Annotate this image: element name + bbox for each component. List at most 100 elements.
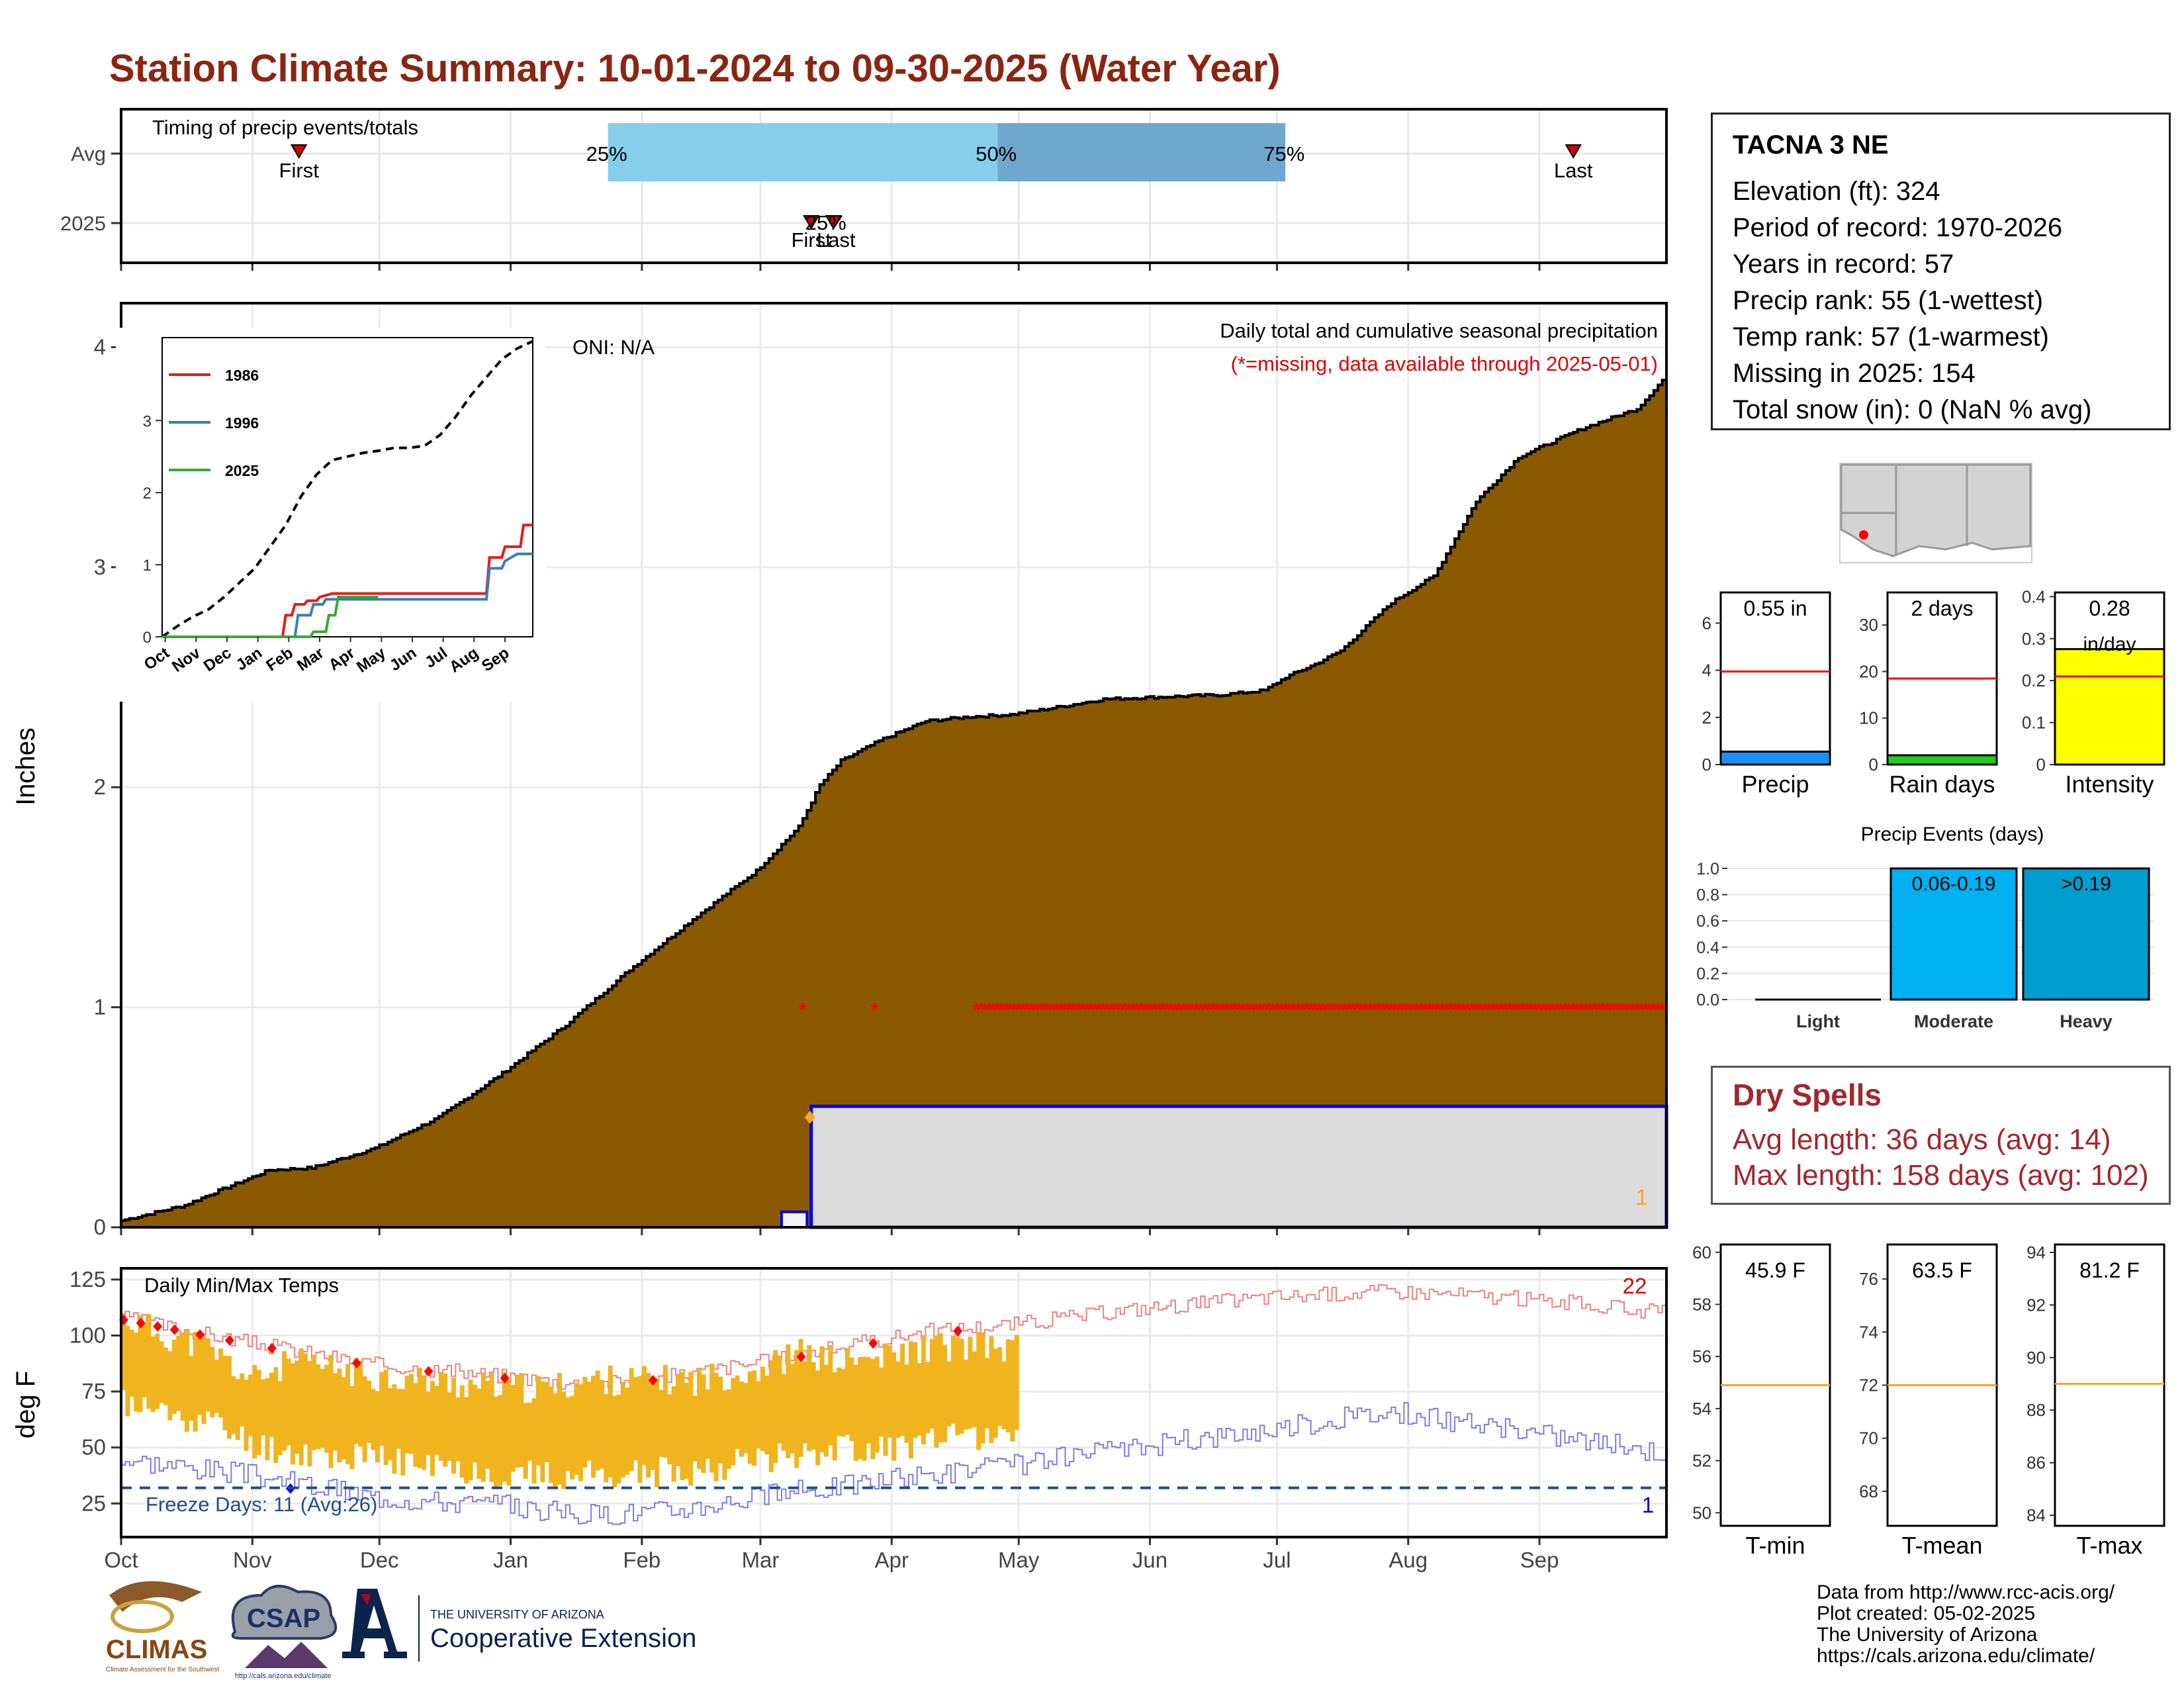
oni-label: ONI: N/A [572,336,655,359]
ua-logo[interactable]: THE UNIVERSITY OF ARIZONA Cooperative Ex… [342,1589,696,1662]
climas-logo[interactable]: CLIMAS Climate Assessment for the Southw… [106,1581,219,1673]
daily-temp-bar [502,1372,507,1482]
precip-desc-line1: Daily total and cumulative seasonal prec… [1220,319,1658,342]
daily-temp-bar [844,1348,850,1435]
dry-spells-box: Dry Spells Avg length: 36 days (avg: 14)… [1711,1066,2171,1205]
temp-mini-frame [2054,1243,2165,1527]
missing-marker: * [1422,1000,1430,1021]
missing-marker: * [1057,1000,1065,1021]
daily-temp-bar [913,1342,918,1438]
climas-sub: Climate Assessment for the Southwest [106,1666,219,1673]
temp-mini-ytick-label: 54 [1692,1399,1711,1419]
daily-temp-bar [388,1388,393,1460]
daily-temp-bar [252,1365,257,1459]
missing-marker: * [1535,1000,1543,1021]
daily-temp-bar [591,1376,596,1478]
events-ytick-label: 0.2 [1696,964,1719,983]
temp-panel: Freeze Days: 11 (Avg:26) Daily Min/Max Te… [11,1267,1668,1572]
missing-marker: * [1074,1000,1082,1021]
daily-temp-bar [180,1333,185,1421]
missing-marker: * [1612,1000,1619,1021]
daily-temp-bar [625,1387,630,1475]
daily-temp-bar [205,1338,210,1412]
daily-temp-bar [150,1336,156,1413]
missing-marker: * [1650,1000,1658,1021]
daily-temp-bar [616,1394,621,1484]
daily-temp-bar [777,1356,782,1444]
daily-temp-bar [870,1358,876,1460]
missing-marker: * [1345,1000,1353,1021]
missing-marker: * [1167,1000,1175,1021]
month-xtick-label: Feb [623,1548,660,1572]
missing-marker: * [1413,1000,1421,1021]
csap-logo[interactable]: CSAP http://cals.arizona.edu/climate [231,1585,338,1680]
missing-marker: * [1557,1000,1565,1021]
missing-marker: * [1358,1000,1366,1021]
daily-temp-bar [934,1335,939,1448]
daily-temp-bar [371,1388,376,1450]
daily-temp-bar [1006,1339,1011,1432]
missing-marker: * [1586,1000,1594,1021]
daily-temp-bar [400,1389,406,1476]
daily-temp-bar [142,1323,147,1398]
missing-marker: * [1620,1000,1628,1021]
mini-bar-frame [1719,591,1831,766]
temp-mini-t-mean: 63.5 F 68 70 72 74 76 T-mean [1859,1243,1998,1559]
footer-line-1: Data from http://www.rcc-acis.org/ [1817,1581,2115,1603]
events-ytick-label: 0.0 [1696,991,1719,1009]
daily-temp-bar [726,1389,731,1469]
daily-temp-bar [697,1368,702,1470]
daily-temp-bar [993,1348,998,1438]
missing-marker: * [1032,1000,1040,1021]
missing-marker: * [1480,1000,1488,1021]
mini-bar-label: Precip [1741,771,1809,798]
daily-temp-bar [980,1334,985,1444]
daily-temp-bar [735,1375,740,1449]
missing-marker: * [1510,1000,1518,1021]
temp-count-bottom: 1 [1642,1493,1654,1517]
record-high-marker [136,1317,146,1329]
daily-temp-bar [1010,1340,1015,1442]
missing-marker: * [1269,1000,1277,1021]
missing-marker: * [1341,1000,1349,1021]
missing-marker: * [1493,1000,1501,1021]
daily-temp-bar [997,1347,1003,1427]
missing-marker: * [972,1000,980,1021]
mini-bar-intensity: 0.28 in/day 0 0.1 0.2 0.3 0.4 Intensity [2022,586,2165,798]
daily-temp-bar [353,1358,359,1444]
missing-marker: * [1553,1000,1561,1021]
inset-chart: 1986199620250123OctNovDecJanFebMarAprMay… [116,328,546,702]
temp-mini-ytick-label: 76 [1859,1269,1878,1289]
daily-temp-bar [985,1358,990,1429]
daily-temp-bar [295,1360,300,1454]
mini-bar-ytick-label: 30 [1859,615,1878,635]
daily-temp-bar [464,1397,469,1484]
daily-temp-bar [595,1370,600,1471]
daily-temp-bar [786,1344,791,1458]
missing-marker: * [1015,1000,1023,1021]
station-period: Period of record: 1970-2026 [1733,213,2063,242]
daily-temp-bar [709,1364,715,1473]
daily-temp-bar [895,1361,901,1438]
daily-temp-bar [832,1372,837,1461]
missing-marker: * [1023,1000,1031,1021]
missing-marker: * [1434,1000,1442,1021]
missing-marker: * [1066,1000,1073,1021]
inset-line-1986 [162,524,533,638]
missing-marker: * [1286,1000,1294,1021]
inset-legend-label: 1986 [225,367,259,384]
daily-temp-bar [303,1353,308,1445]
daily-temp-bar [273,1367,279,1463]
daily-temp-bar [662,1364,668,1458]
daily-temp-bar [316,1364,321,1450]
missing-marker: * [1502,1000,1510,1021]
daily-temp-bar [417,1368,422,1468]
inset-plot-area [161,337,533,637]
missing-marker: * [1375,1000,1383,1021]
missing-marker: * [1099,1000,1107,1021]
daily-temp-bar [608,1365,613,1477]
missing-marker: * [1133,1000,1141,1021]
events-ytick-label: 0.4 [1696,939,1719,957]
record-high-marker [424,1366,433,1377]
daily-temp-bar [459,1385,465,1478]
